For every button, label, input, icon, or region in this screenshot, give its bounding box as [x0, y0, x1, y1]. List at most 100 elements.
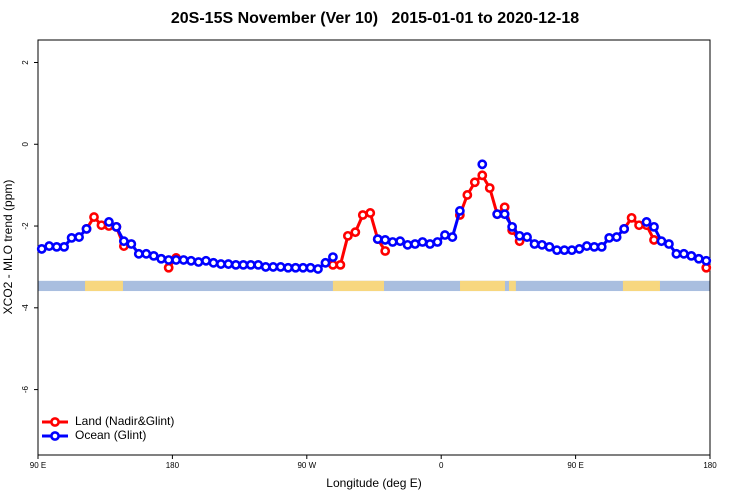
data-point — [664, 239, 674, 249]
data-point — [260, 262, 271, 272]
data-point — [163, 255, 174, 265]
x-axis-label: Longitude (deg E) — [326, 476, 421, 490]
data-point — [649, 235, 659, 245]
data-point — [81, 223, 92, 234]
data-point — [133, 248, 144, 259]
land-band — [460, 280, 505, 292]
data-point — [268, 262, 279, 272]
data-point — [186, 255, 196, 266]
data-point — [395, 236, 406, 247]
data-point — [357, 210, 368, 220]
data-point — [283, 262, 294, 273]
chart-title: 20S-15S November (Ver 10) 2015-01-01 to … — [171, 10, 579, 27]
data-point — [156, 253, 167, 264]
data-point — [499, 209, 510, 220]
data-point — [611, 232, 622, 242]
legend-marker — [50, 431, 60, 441]
data-point — [148, 250, 159, 261]
data-point — [305, 262, 316, 273]
data-point — [380, 246, 391, 256]
data-point — [566, 245, 577, 256]
data-point — [417, 237, 428, 247]
data-point — [410, 239, 420, 249]
data-point — [671, 248, 682, 259]
data-point — [701, 255, 712, 266]
data-point — [223, 259, 234, 269]
data-point — [328, 259, 338, 270]
y-tick-label: -4 — [21, 304, 30, 312]
data-point — [380, 235, 391, 245]
legend-label: Land (Nadir&Glint) — [75, 414, 174, 428]
land-band — [508, 280, 516, 292]
data-point — [440, 230, 450, 240]
data-point — [66, 232, 77, 243]
data-point — [425, 239, 435, 249]
y-tick-label: 2 — [21, 60, 30, 65]
data-point — [574, 244, 585, 254]
data-point — [529, 239, 540, 249]
data-point — [634, 220, 644, 231]
data-point — [230, 259, 241, 270]
data-point — [581, 241, 592, 251]
data-point — [335, 259, 346, 270]
x-tick-label: 180 — [703, 461, 717, 470]
land-band — [332, 280, 385, 292]
data-point — [74, 232, 84, 242]
data-point — [596, 241, 607, 252]
data-point — [484, 183, 495, 193]
data-point — [544, 241, 555, 252]
data-point — [678, 248, 689, 259]
data-point — [89, 212, 99, 222]
data-point — [462, 190, 473, 200]
data-point — [245, 259, 256, 270]
data-point — [477, 159, 488, 170]
data-point — [492, 209, 503, 220]
data-point — [589, 241, 600, 252]
data-point — [193, 257, 204, 267]
data-point — [604, 232, 615, 243]
data-point — [290, 262, 301, 273]
y-tick-label: -6 — [21, 385, 30, 393]
data-point — [447, 232, 458, 242]
data-point — [328, 252, 338, 263]
data-point — [216, 259, 226, 269]
data-point — [126, 239, 137, 249]
data-point — [387, 237, 398, 247]
data-point — [44, 241, 55, 251]
data-point — [454, 206, 465, 216]
x-tick-label: 90 E — [567, 461, 583, 470]
data-point — [619, 223, 630, 234]
y-tick-label: 0 — [21, 141, 30, 146]
data-point — [402, 239, 413, 250]
x-tick-label: 180 — [166, 461, 180, 470]
data-point — [432, 237, 443, 247]
data-point — [559, 245, 570, 256]
data-point — [507, 221, 518, 232]
data-point — [141, 248, 152, 259]
data-point — [201, 255, 211, 266]
data-point — [552, 245, 562, 256]
data-point — [51, 241, 62, 252]
legend-marker — [50, 417, 60, 427]
data-point — [111, 221, 122, 232]
data-point — [656, 236, 667, 247]
data-point — [537, 239, 547, 250]
data-point — [320, 257, 331, 268]
y-tick-label: -2 — [21, 222, 30, 230]
y-axis-label: XCO2 - MLO trend (ppm) — [1, 180, 15, 315]
data-point — [163, 262, 174, 273]
x-tick-label: 0 — [439, 461, 444, 470]
data-point — [626, 212, 637, 223]
data-point — [522, 232, 532, 242]
data-point — [171, 255, 182, 265]
data-point — [104, 217, 114, 227]
data-point — [342, 230, 353, 241]
land-band — [85, 280, 123, 292]
data-point — [208, 257, 219, 268]
x-tick-label: 90 W — [297, 461, 316, 470]
data-point — [649, 221, 659, 232]
data-point — [36, 244, 47, 254]
data-point — [372, 234, 383, 245]
x-tick-label: 90 E — [30, 461, 46, 470]
